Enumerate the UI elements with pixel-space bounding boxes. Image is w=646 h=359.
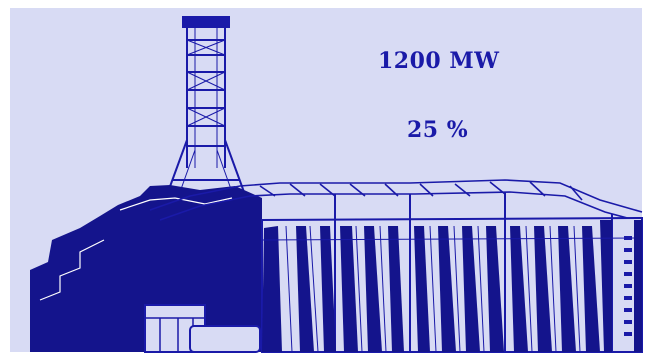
facade-lines: [261, 225, 643, 353]
sarcophagus-left-wall: [30, 185, 262, 353]
power-output-readout: 1200 MW: [378, 48, 500, 74]
roof-trusses: [149, 179, 643, 223]
window-column: [624, 236, 632, 336]
power-percent-readout: 25 %: [407, 117, 469, 143]
right-edge-wall: [634, 220, 642, 352]
ventilation-stack: [167, 16, 245, 193]
buttress-ribs: [262, 220, 612, 352]
